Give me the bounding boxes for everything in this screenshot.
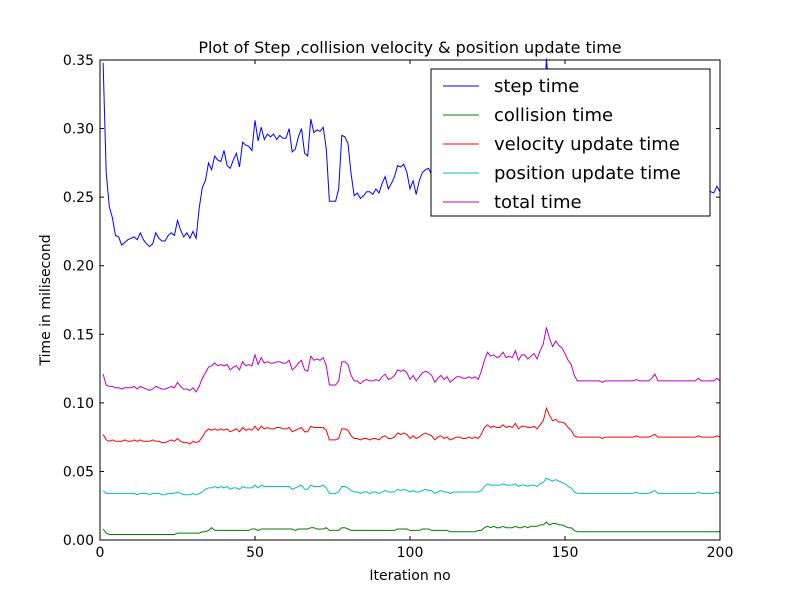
y-tick-label: 0.15 — [63, 327, 94, 343]
series-line-velocity-update-time — [102, 406, 721, 445]
legend-box — [430, 68, 711, 217]
axes-layer: 0 50 100 150 200 0.00 0.05 0.10 0.15 0.20 0.25 0.30… — [63, 53, 734, 561]
y-tick-label: 0.05 — [63, 464, 94, 480]
x-tick-label: 0 — [96, 545, 105, 561]
y-tick-label: 0.10 — [63, 396, 94, 412]
legend-label: position update time — [494, 163, 681, 184]
y-tick-label: 0.00 — [63, 533, 94, 549]
legend-label: velocity update time — [494, 134, 680, 155]
legend-label: collision time — [494, 105, 613, 126]
legend: step time collision time velocity update t… — [430, 68, 711, 217]
x-tick-label: 200 — [707, 545, 734, 561]
x-tick-label: 150 — [552, 545, 579, 561]
series-line-position-update-time — [102, 477, 721, 496]
x-axis-label: Iteration no — [369, 568, 450, 584]
legend-label: step time — [494, 76, 579, 97]
y-tick-label: 0.30 — [63, 122, 94, 138]
y-axis-label: Time in milisecond — [38, 234, 54, 366]
y-tick-label: 0.20 — [63, 259, 94, 275]
series-line-collision-time — [102, 521, 720, 535]
legend-label: total time — [494, 192, 582, 213]
y-tick-label: 0.25 — [63, 190, 94, 206]
x-tick-label: 100 — [397, 545, 424, 561]
series-line-total-time — [102, 327, 721, 393]
x-tick-label: 50 — [246, 545, 264, 561]
y-tick-label: 0.35 — [63, 53, 94, 69]
chart-title: Plot of Step ,collision velocity & posit… — [198, 38, 621, 57]
